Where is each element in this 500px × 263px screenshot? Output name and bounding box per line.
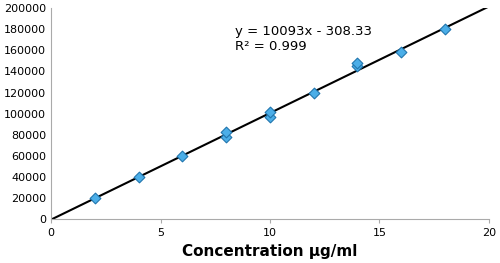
Point bbox=[134, 175, 142, 179]
Point bbox=[222, 135, 230, 139]
Point bbox=[178, 154, 186, 158]
Point bbox=[354, 64, 362, 68]
Point bbox=[310, 90, 318, 95]
X-axis label: Concentration μg/ml: Concentration μg/ml bbox=[182, 244, 358, 259]
Point bbox=[354, 61, 362, 65]
Text: y = 10093x - 308.33
R² = 0.999: y = 10093x - 308.33 R² = 0.999 bbox=[235, 25, 372, 53]
Point bbox=[266, 109, 274, 114]
Point bbox=[441, 27, 449, 31]
Point bbox=[397, 50, 405, 55]
Point bbox=[91, 196, 99, 200]
Point bbox=[266, 115, 274, 119]
Point bbox=[222, 130, 230, 134]
